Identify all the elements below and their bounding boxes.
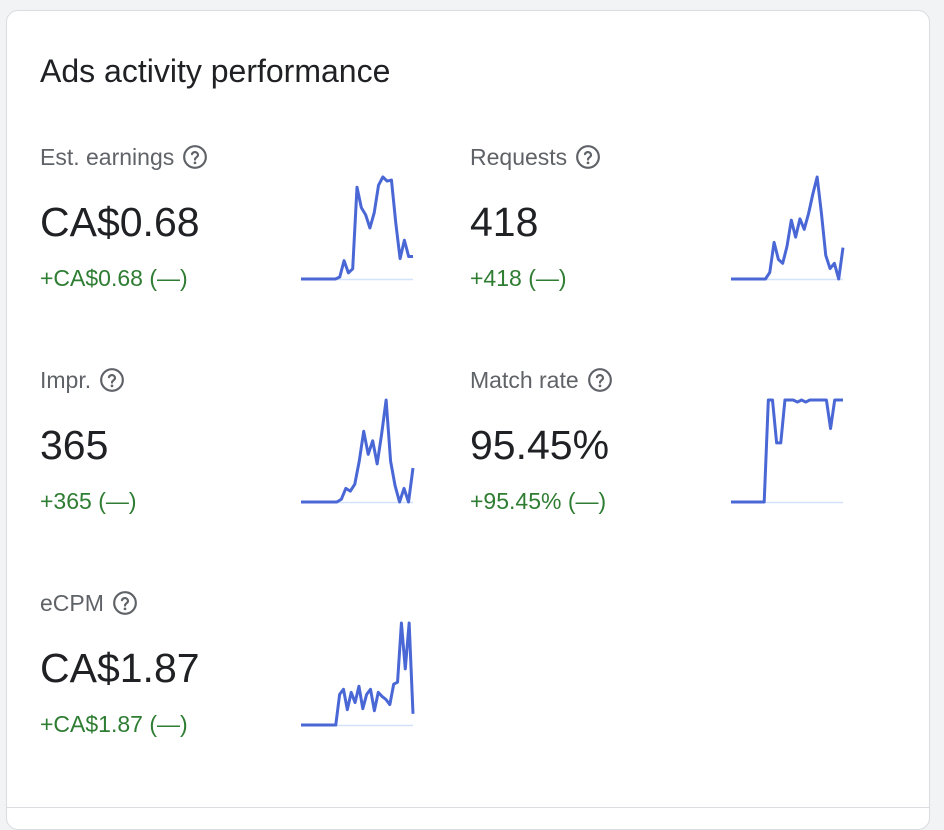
- metric-change: +418 (—): [470, 265, 567, 291]
- metric-ecpm: eCPM CA$1.87 +CA$1.87 (—): [40, 588, 440, 788]
- metric-change: +CA$0.68 (—): [40, 265, 188, 291]
- sparkline-series: [731, 398, 843, 504]
- metric-label-row: eCPM: [40, 588, 138, 618]
- sparkline-series: [731, 175, 845, 281]
- metric-impressions: Impr. 365 +365 (—): [40, 365, 440, 565]
- sparkline-chart: [301, 175, 413, 281]
- metric-change: +95.45% (—): [470, 488, 607, 514]
- metric-value: CA$1.87: [40, 645, 200, 691]
- metric-est-earnings: Est. earnings CA$0.68 +CA$0.68 (—): [40, 142, 440, 342]
- metric-label: Requests: [470, 144, 568, 170]
- help-icon[interactable]: [587, 367, 613, 393]
- metric-label-row: Match rate: [470, 365, 613, 395]
- metric-value: CA$0.68: [40, 199, 200, 245]
- sparkline-series: [301, 621, 415, 727]
- sparkline-chart: [731, 175, 845, 281]
- card-title: Ads activity performance: [40, 53, 391, 89]
- metric-match-rate: Match rate 95.45% +95.45% (—): [470, 365, 870, 565]
- sparkline-series: [301, 398, 415, 504]
- metric-label-row: Requests: [470, 142, 601, 172]
- metric-value: 418: [470, 199, 539, 245]
- metric-requests: Requests 418 +418 (—): [470, 142, 870, 342]
- sparkline-chart: [731, 398, 843, 504]
- metric-label: Impr.: [40, 367, 92, 393]
- metric-label: eCPM: [40, 590, 104, 616]
- sparkline-series: [301, 175, 413, 281]
- help-icon[interactable]: [99, 367, 125, 393]
- card-footer-divider: [7, 807, 929, 808]
- help-icon[interactable]: [182, 144, 208, 170]
- metric-label: Est. earnings: [40, 144, 175, 170]
- metric-label: Match rate: [470, 367, 579, 393]
- metric-label-row: Impr.: [40, 365, 125, 395]
- ads-activity-performance-card: Ads activity performance Est. earnings C…: [6, 10, 930, 830]
- metric-change: +CA$1.87 (—): [40, 711, 188, 737]
- metric-value: 95.45%: [470, 422, 610, 468]
- metric-label-row: Est. earnings: [40, 142, 208, 172]
- help-icon[interactable]: [112, 590, 138, 616]
- metric-value: 365: [40, 422, 109, 468]
- sparkline-chart: [301, 398, 415, 504]
- sparkline-chart: [301, 621, 415, 727]
- help-icon[interactable]: [575, 144, 601, 170]
- metric-change: +365 (—): [40, 488, 137, 514]
